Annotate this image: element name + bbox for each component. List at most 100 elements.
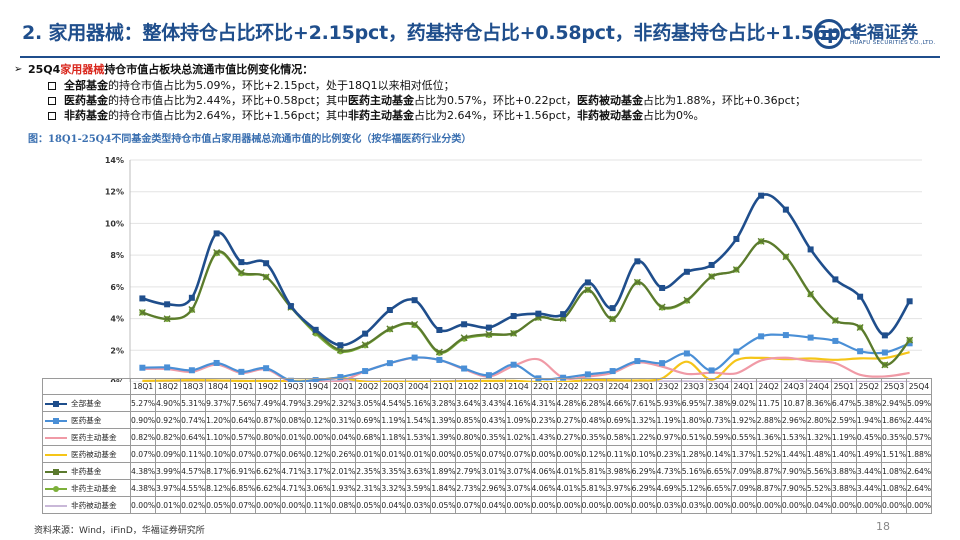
x-tick-label: 24Q1: [730, 378, 757, 395]
data-label: 0.73%: [705, 411, 732, 429]
data-label: 4.71%: [280, 462, 307, 480]
x-tick-label: 19Q4: [305, 378, 332, 395]
data-label: 0.00%: [530, 445, 557, 463]
data-label: 3.28%: [430, 394, 457, 412]
data-point-marker: [386, 360, 393, 367]
data-point-marker: [856, 323, 864, 331]
data-label: 7.49%: [255, 394, 282, 412]
data-label: 4.57%: [180, 462, 207, 480]
data-point-marker: [485, 330, 493, 338]
y-tick-label: 12%: [105, 188, 124, 197]
data-point-marker: [733, 348, 740, 355]
data-point-marker: [460, 334, 468, 342]
data-point-marker: [337, 374, 344, 381]
data-label: 0.03%: [655, 496, 682, 514]
data-label: 3.63%: [405, 462, 432, 480]
bullet-checkbox-icon: [48, 97, 56, 105]
bullet-sub2-text1: 的持仓市值占比为2.44%，环比+0.58pct；其中: [108, 94, 348, 107]
data-point-marker: [906, 336, 914, 344]
data-label: 0.06%: [280, 445, 307, 463]
data-label: 8.17%: [205, 462, 232, 480]
data-label: 0.11%: [605, 445, 632, 463]
logo-name: 华福证券: [850, 23, 918, 43]
data-label: 1.20%: [205, 411, 232, 429]
y-tick-label: 6%: [110, 283, 124, 292]
data-label: 0.01%: [380, 445, 407, 463]
data-label: 7.38%: [705, 394, 732, 412]
data-label: 0.00%: [780, 496, 807, 514]
data-label: 0.00%: [255, 496, 282, 514]
data-label: 0.10%: [205, 445, 232, 463]
data-label: 8.87%: [755, 479, 782, 497]
data-label: 5.31%: [180, 394, 207, 412]
legend-swatch-icon: [45, 485, 67, 492]
legend-entry: 医药被动基金: [42, 445, 131, 463]
x-tick-label: 20Q4: [405, 378, 432, 395]
data-label: 1.89%: [430, 462, 457, 480]
bullet-sub3-text3: 占比为0%。: [643, 109, 705, 122]
data-point-marker: [857, 293, 864, 300]
data-label: 5.16%: [680, 462, 707, 480]
data-point-marker: [634, 258, 641, 265]
data-label: 1.18%: [380, 428, 407, 446]
data-label: 6.28%: [580, 394, 607, 412]
data-label: 0.00%: [430, 445, 457, 463]
data-label: 0.23%: [655, 445, 682, 463]
data-point-marker: [411, 320, 419, 328]
data-label: 3.44%: [855, 462, 882, 480]
company-logo: 华福证券 HUAFU SECURITIES CO.,LTD.: [814, 16, 944, 52]
data-label: 4.28%: [555, 394, 582, 412]
data-label: 0.80%: [255, 428, 282, 446]
data-label: 0.07%: [480, 445, 507, 463]
bullet-sub3-bold: 非药基金: [64, 109, 108, 122]
data-label: 0.00%: [630, 496, 657, 514]
data-point-marker: [659, 284, 666, 291]
data-point-marker: [881, 361, 889, 369]
data-label: 6.62%: [255, 462, 282, 480]
data-label: 0.04%: [380, 496, 407, 514]
table-row: 非药被动基金 0.00% 0.01% 0.02% 0.05% 0.07% 0.00% 0.00…: [42, 496, 933, 514]
x-tick-label: 24Q4: [805, 378, 832, 395]
data-label: 3.17%: [305, 462, 332, 480]
data-label: 0.59%: [705, 428, 732, 446]
data-point-marker: [906, 298, 913, 305]
bullet-sub2-bold2: 医药主动基金: [348, 94, 414, 107]
data-point-marker: [435, 348, 443, 356]
legend-entry: 医药基金: [42, 411, 131, 429]
data-label: 1.48%: [805, 445, 832, 463]
data-label: 0.03%: [405, 496, 432, 514]
data-point-marker: [659, 360, 666, 367]
x-tick-label: 18Q4: [205, 378, 232, 395]
data-label: 0.00%: [755, 496, 782, 514]
data-label: 6.85%: [230, 479, 257, 497]
data-point-marker: [213, 359, 220, 366]
data-label: 0.05%: [455, 445, 482, 463]
data-label: 3.97%: [155, 479, 182, 497]
data-label: 0.11%: [180, 445, 207, 463]
logo-mark-icon: [814, 19, 844, 49]
data-label: 1.93%: [330, 479, 357, 497]
data-label: 4.38%: [129, 462, 157, 480]
data-label: 0.00%: [880, 496, 907, 514]
data-label: 1.54%: [405, 411, 432, 429]
data-point-marker: [708, 367, 715, 374]
data-label: 4.06%: [530, 479, 557, 497]
data-label: 6.65%: [705, 462, 732, 480]
data-point-marker: [139, 364, 146, 371]
data-label: 0.04%: [805, 496, 832, 514]
legend-label: 非药基金: [71, 466, 102, 476]
data-label: 2.44%: [905, 411, 933, 429]
data-label: 1.52%: [755, 445, 782, 463]
legend-entry: 非药被动基金: [42, 496, 131, 514]
table-header-row: 18Q1 18Q2 18Q3 18Q4 19Q1 19Q2 19Q3 19Q4 20Q1 20Q2…: [42, 378, 933, 395]
data-label: 0.00%: [305, 428, 332, 446]
data-label: 5.27%: [129, 394, 157, 412]
data-label: 4.01%: [555, 462, 582, 480]
data-label: 4.31%: [530, 394, 557, 412]
data-label: 2.64%: [905, 462, 933, 480]
data-label: 5.81%: [580, 479, 607, 497]
legend-entry: 非药基金: [42, 462, 131, 480]
data-label: 1.32%: [805, 428, 832, 446]
data-point-marker: [362, 368, 369, 375]
data-point-marker: [213, 230, 220, 237]
